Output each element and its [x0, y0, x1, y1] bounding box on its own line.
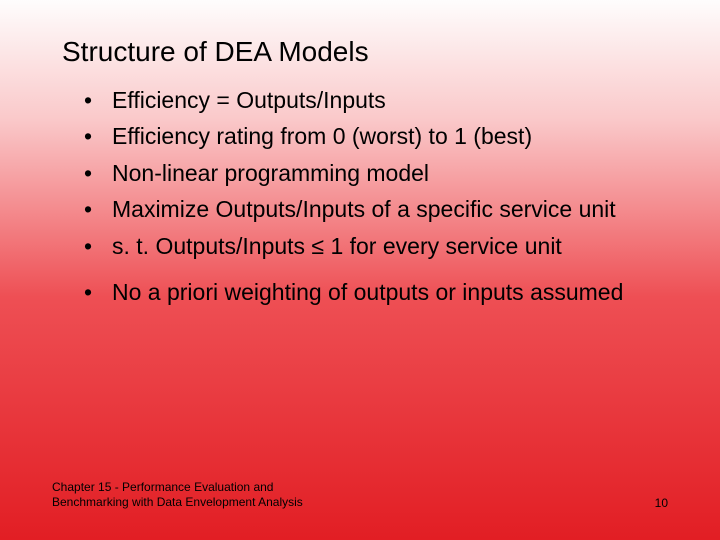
bullet-item: Efficiency rating from 0 (worst) to 1 (b…: [84, 122, 670, 151]
bullet-item: No a priori weighting of outputs or inpu…: [84, 278, 670, 307]
bullet-item: s. t. Outputs/Inputs ≤ 1 for every servi…: [84, 232, 670, 261]
bullet-item: Maximize Outputs/Inputs of a specific se…: [84, 195, 670, 224]
bullet-spacer: [84, 268, 670, 278]
bullet-list: Efficiency = Outputs/Inputs Efficiency ra…: [84, 86, 670, 308]
slide: Structure of DEA Models Efficiency = Out…: [0, 0, 720, 540]
bullet-item: Efficiency = Outputs/Inputs: [84, 86, 670, 115]
bullet-item: Non-linear programming model: [84, 159, 670, 188]
footer-page-number: 10: [655, 496, 668, 510]
slide-title: Structure of DEA Models: [62, 36, 670, 68]
slide-footer: Chapter 15 - Performance Evaluation and …: [52, 480, 668, 510]
footer-chapter: Chapter 15 - Performance Evaluation and …: [52, 480, 312, 510]
